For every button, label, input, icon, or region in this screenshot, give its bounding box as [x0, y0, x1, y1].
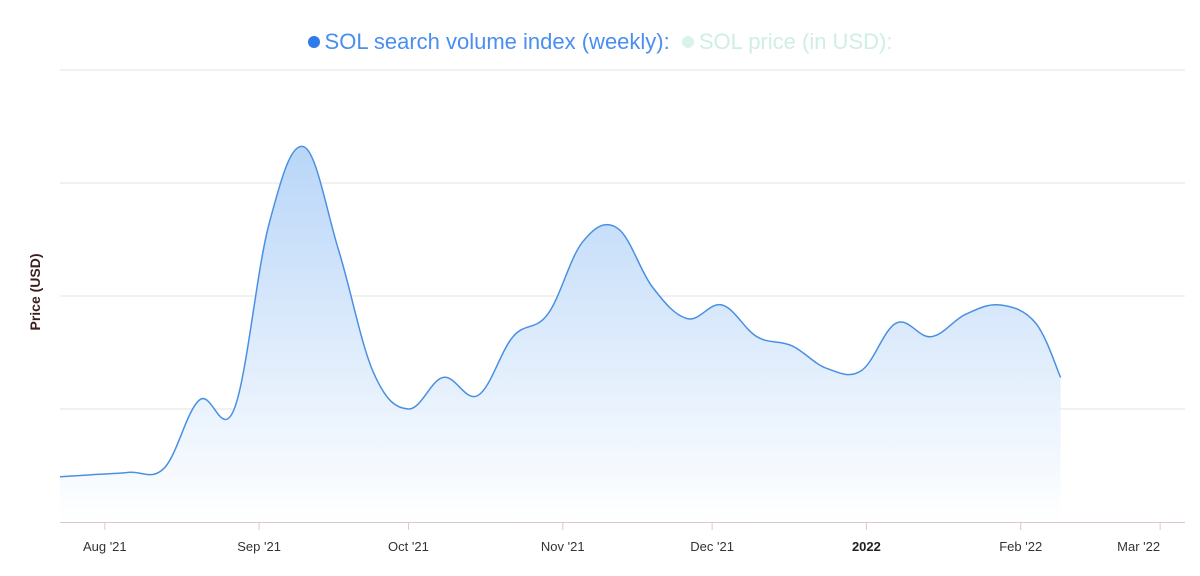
series-line-search-volume[interactable]	[59, 145, 1062, 478]
x-tick-label-0: Aug '21	[83, 539, 127, 554]
data-point-2[interactable]	[126, 468, 134, 476]
legend-item-price[interactable]: SOL price (in USD):	[681, 29, 893, 55]
data-point-25[interactable]	[927, 333, 935, 341]
data-point-13[interactable]	[509, 333, 517, 341]
x-tick-label-3: Nov '21	[541, 539, 585, 554]
data-point-20[interactable]	[753, 333, 761, 341]
data-point-10[interactable]	[405, 405, 413, 413]
data-point-24[interactable]	[892, 319, 900, 327]
data-point-17[interactable]	[648, 283, 656, 291]
data-point-29[interactable]	[1057, 373, 1065, 381]
data-point-8[interactable]	[335, 247, 343, 255]
x-tick-label-6: Feb '22	[999, 539, 1042, 554]
x-tick-label-7: Mar '22	[1117, 539, 1160, 554]
data-point-28[interactable]	[1032, 319, 1040, 327]
series-area-search-volume	[60, 146, 1061, 522]
data-point-15[interactable]	[579, 238, 587, 246]
data-point-5[interactable]	[230, 405, 238, 413]
series-layer	[56, 143, 1065, 522]
x-tick-label-5: 2022	[852, 539, 881, 554]
data-point-23[interactable]	[857, 367, 865, 375]
data-point-21[interactable]	[788, 342, 796, 350]
data-point-18[interactable]	[683, 315, 691, 323]
data-point-6[interactable]	[265, 220, 273, 228]
data-point-7[interactable]	[300, 143, 308, 151]
legend-marker-search-volume	[307, 36, 320, 48]
x-tick-label-4: Dec '21	[690, 539, 734, 554]
data-point-19[interactable]	[718, 301, 726, 309]
x-tick-label-2: Oct '21	[388, 539, 429, 554]
x-axis: Aug '21 Sep '21 Oct '21 Nov '21 Dec '21 2022 F…	[60, 522, 1185, 554]
data-point-3[interactable]	[161, 464, 169, 472]
data-point-26[interactable]	[962, 310, 970, 318]
x-tick-label-1: Sep '21	[237, 539, 281, 554]
data-point-4[interactable]	[195, 396, 203, 404]
legend-label-search-volume: SOL search volume index (weekly):	[324, 29, 670, 54]
data-point-9[interactable]	[370, 369, 378, 377]
legend-label-price: SOL price (in USD):	[698, 29, 893, 54]
chart-legend: SOL search volume index (weekly): SOL pr…	[0, 28, 1200, 55]
data-point-16[interactable]	[614, 224, 622, 232]
data-point-14[interactable]	[544, 310, 552, 318]
data-point-11[interactable]	[439, 373, 447, 381]
data-point-27[interactable]	[997, 301, 1005, 309]
legend-item-search-volume[interactable]: SOL search volume index (weekly):	[307, 29, 670, 55]
data-point-1[interactable]	[91, 471, 99, 479]
data-point-12[interactable]	[474, 391, 482, 399]
data-point-22[interactable]	[823, 364, 831, 372]
legend-marker-price	[681, 36, 694, 48]
data-point-0[interactable]	[56, 473, 64, 481]
